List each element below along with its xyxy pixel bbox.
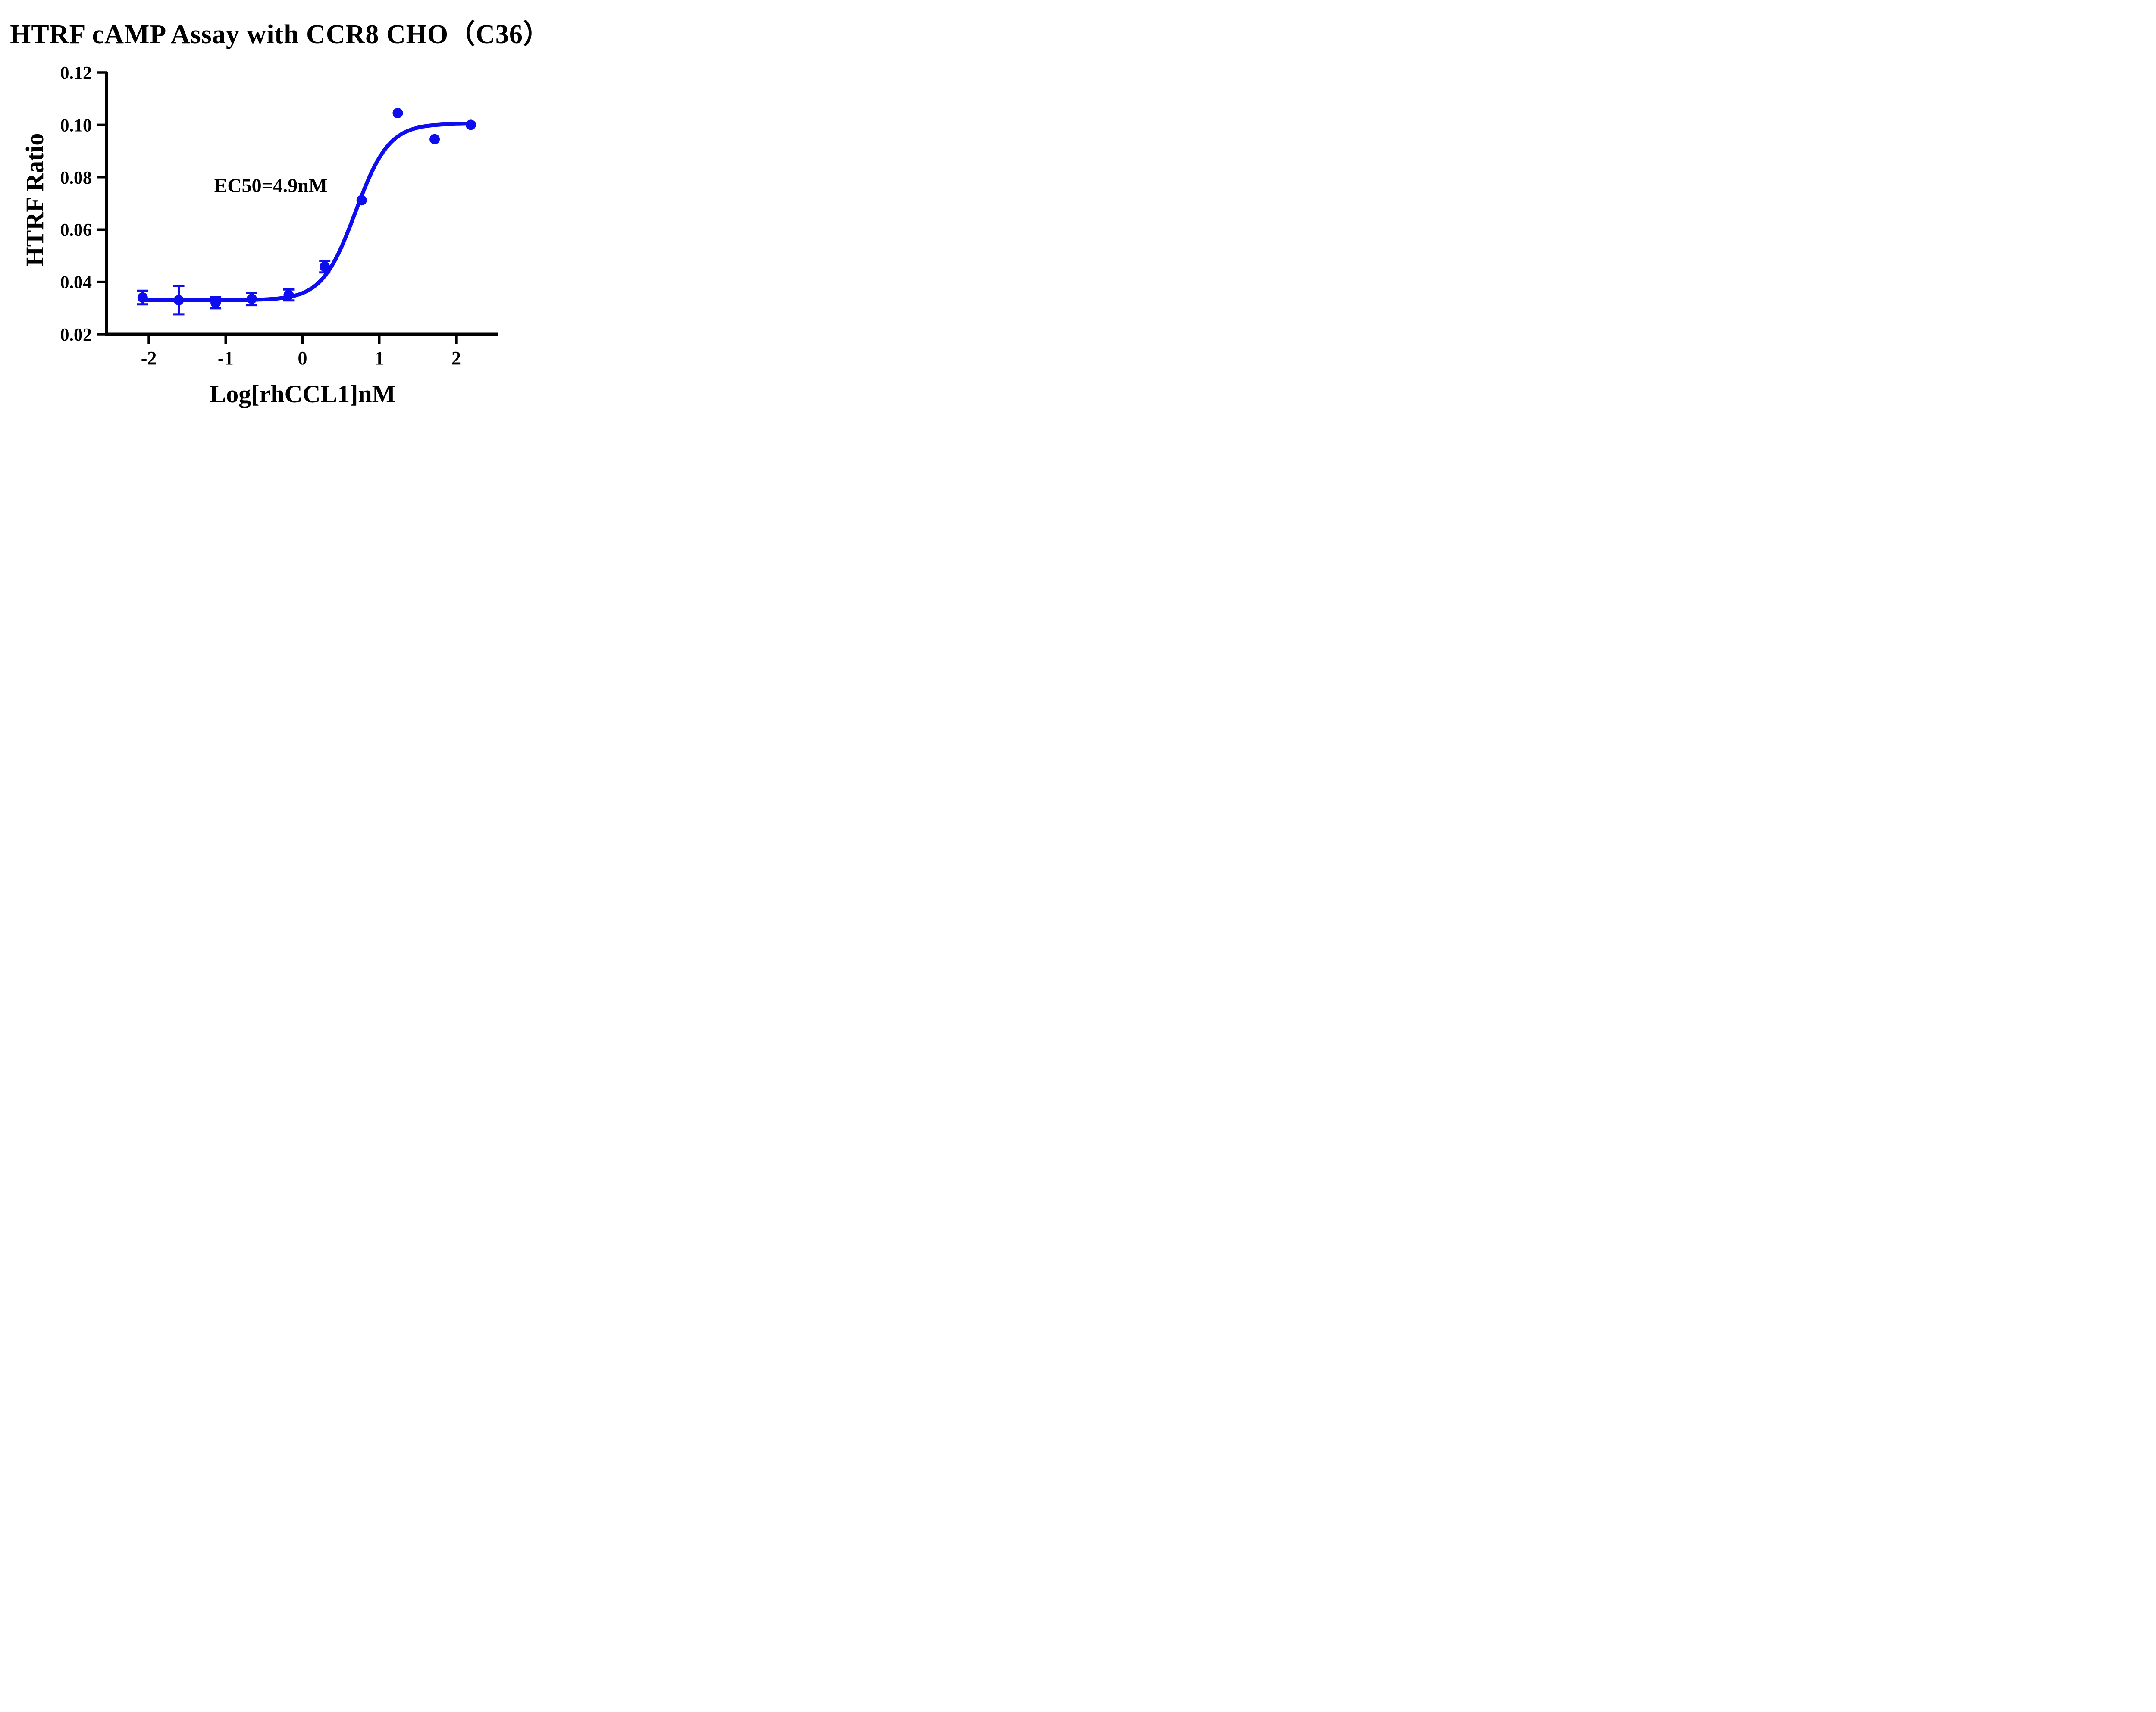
data-point-marker xyxy=(173,295,184,306)
y-tick-label: 0.08 xyxy=(60,168,92,188)
data-point-marker xyxy=(210,298,221,308)
data-point-marker xyxy=(320,261,330,272)
data-point-marker xyxy=(392,108,403,119)
data-point-marker xyxy=(356,195,367,206)
y-tick-label: 0.04 xyxy=(60,273,92,293)
x-tick-label: 0 xyxy=(298,348,307,369)
y-tick-label: 0.02 xyxy=(60,325,92,345)
data-point-marker xyxy=(137,292,148,303)
data-point-marker xyxy=(465,119,476,130)
x-tick-label: -2 xyxy=(141,348,157,369)
x-tick-label: -1 xyxy=(218,348,234,369)
y-tick-label: 0.06 xyxy=(60,220,92,240)
x-tick-label: 1 xyxy=(375,348,384,369)
y-tick-label: 0.10 xyxy=(60,116,92,135)
data-point-marker xyxy=(246,294,257,304)
data-point-marker xyxy=(283,289,294,300)
x-axis-title: Log[rhCCL1]nM xyxy=(209,380,396,408)
fit-curve xyxy=(141,122,473,302)
y-tick-label: 0.12 xyxy=(60,63,92,83)
x-tick-label: 2 xyxy=(451,348,461,369)
ec50-annotation: EC50=4.9nM xyxy=(214,174,328,197)
chart-title: HTRF cAMP Assay with CCR8 CHO（C36） xyxy=(10,20,550,49)
dose-response-plot: 0.02 0.04 0.06 0.08 0.10 0.12 -2 -1 0 1 2 xyxy=(60,63,498,369)
data-point-marker xyxy=(429,134,440,144)
dose-response-figure: HTRF cAMP Assay with CCR8 CHO（C36） HTRF … xyxy=(0,0,560,428)
